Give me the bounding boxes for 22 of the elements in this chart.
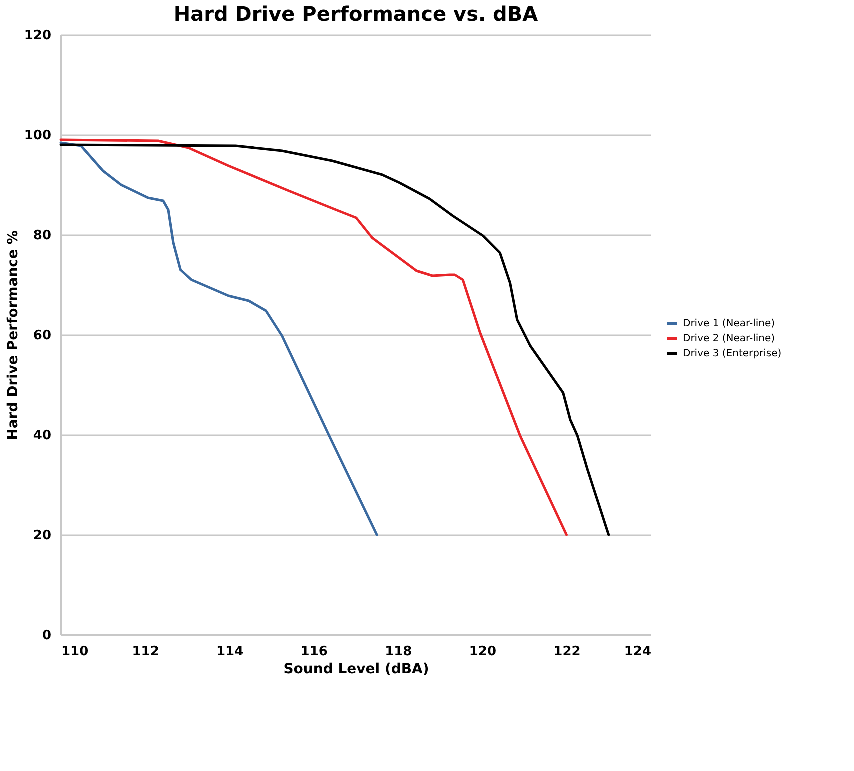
x-tick-label: 120	[469, 644, 496, 660]
legend-label: Drive 3 (Enterprise)	[683, 348, 782, 360]
x-tick-label: 114	[216, 644, 244, 660]
x-tick-label: 112	[132, 644, 160, 660]
legend-label: Drive 2 (Near-line)	[683, 334, 776, 344]
y-tick-label: 0	[42, 628, 52, 644]
y-tick-label: 40	[33, 428, 52, 444]
y-tick-label: 80	[33, 228, 52, 244]
y-axis-title: Hard Drive Performance %	[5, 230, 22, 440]
x-tick-label: 124	[624, 644, 652, 660]
y-tick-label: 60	[33, 328, 52, 344]
x-tick-label: 110	[62, 644, 89, 660]
y-tick-label: 20	[33, 528, 52, 544]
x-tick-label: 116	[300, 644, 328, 660]
y-tick-label: 120	[24, 28, 52, 44]
x-tick-label: 122	[554, 644, 581, 660]
y-tick-label: 100	[24, 128, 52, 144]
legend-label: Drive 1 (Near-line)	[683, 318, 776, 330]
x-axis-title: Sound Level (dBA)	[284, 662, 430, 678]
line-series	[60, 142, 378, 536]
x-tick-label: 118	[385, 644, 412, 660]
chart-title: Hard Drive Performance vs. dBA	[174, 2, 539, 26]
